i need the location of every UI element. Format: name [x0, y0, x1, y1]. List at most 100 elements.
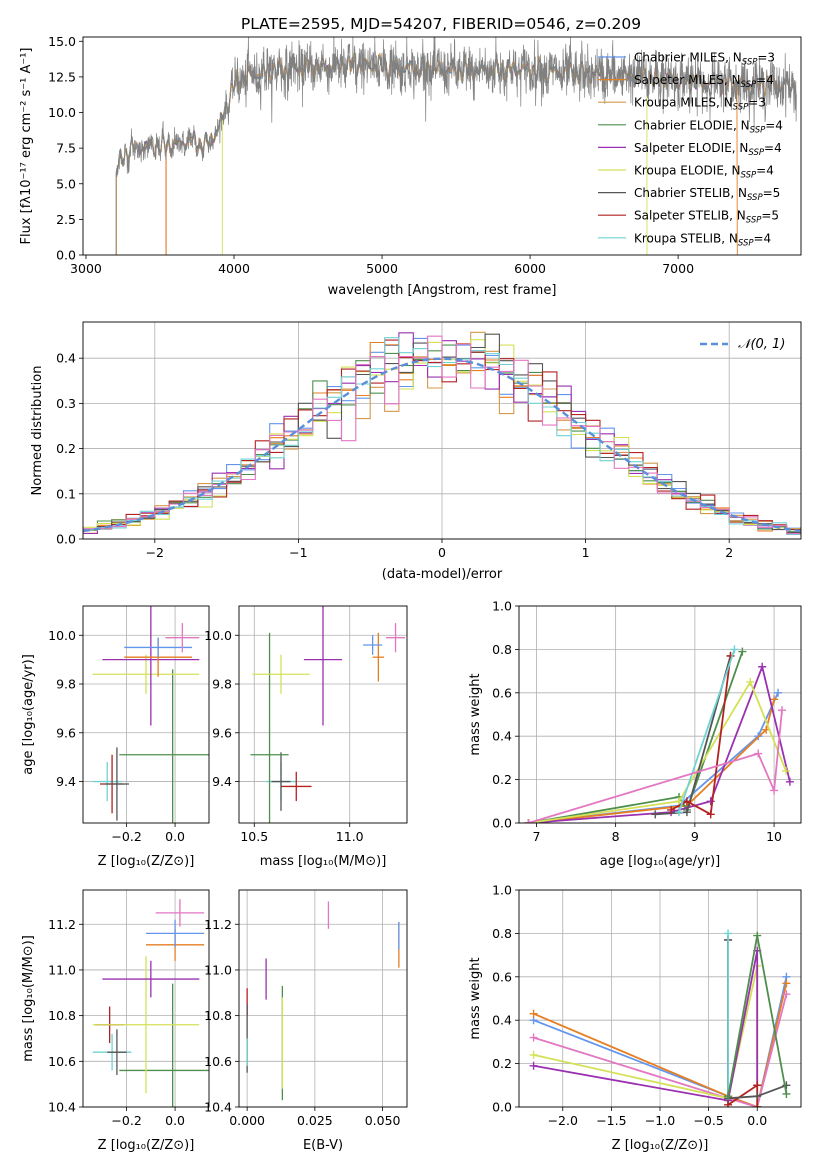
age_vs_Z-ytick-label: 10.0	[48, 628, 76, 643]
weight-marker	[667, 805, 676, 814]
weight-marker	[651, 810, 660, 819]
mass_weight_vs_Z-xtick-label: 0.0	[747, 1113, 767, 1128]
mass_weight_vs_Z-ytick-label: 0.8	[492, 926, 512, 941]
weight-marker	[770, 786, 779, 795]
weight-marker	[738, 647, 747, 656]
mass_weight_vs_Z-lines	[529, 929, 791, 1107]
spectrum-ytick-label: 7.5	[56, 141, 76, 156]
residuals-xtick-label: −2	[146, 545, 164, 560]
age_vs_Z-ytick-label: 9.4	[56, 774, 76, 789]
weight-marker	[781, 766, 790, 775]
weight-marker	[524, 819, 533, 823]
age_vs_mass-ytick-label: 10.0	[204, 628, 232, 643]
mass_weight_vs_age-ylabel: mass weight	[468, 673, 483, 755]
mass_weight_vs_age-lines	[524, 645, 794, 823]
spectrum-data	[115, 37, 797, 178]
mass_weight_vs_Z-ylabel: mass weight	[468, 957, 483, 1039]
mass_weight_vs_Z-frame	[518, 889, 802, 1108]
mass_vs_ebv-ytick-label: 11.0	[204, 962, 232, 977]
mass_weight_vs_age-xtick-label: 8	[612, 829, 620, 844]
weight-marker	[782, 979, 791, 988]
residuals-xtick-label: 0	[438, 545, 446, 560]
weight-line	[528, 699, 775, 823]
mass_weight_vs_age-xtick-label: 9	[691, 829, 699, 844]
spectrum-ytick-label: 10.0	[48, 105, 76, 120]
mass_weight_vs_age-axes: 7 8 9 10 0.0 0.2 0.4 0.6 0.8 1.0	[492, 599, 801, 844]
residuals-ytick-label: 0.3	[56, 396, 76, 411]
spectrum-xtick-label: 7000	[662, 261, 694, 276]
weight-line	[670, 655, 732, 816]
mass_weight_vs_Z-xtick-label: −2.0	[548, 1113, 578, 1128]
spectrum-xlabel: wavelength [Angstrom, rest frame]	[328, 283, 557, 298]
spectrum-data-line	[115, 37, 797, 178]
weight-marker	[754, 749, 763, 758]
weight-line	[528, 679, 787, 823]
mass_vs_ebv-points	[246, 901, 400, 1101]
spectrum-ylabel: Flux [fλ10⁻¹⁷ erg cm⁻² s⁻¹ A⁻¹]	[19, 48, 34, 245]
mass_vs_ebv-xlabel: E(B-V)	[303, 1138, 343, 1153]
mass_vs_ebv-xtick-label: 0.050	[365, 1113, 401, 1128]
residuals-ylabel: Normed distribution	[30, 366, 45, 496]
residuals-ytick-label: 0.4	[56, 351, 76, 366]
age_vs_mass-xtick-label: 11.0	[336, 829, 364, 844]
mass_weight_vs_age-xlabel: age [log₁₀(age/yr)]	[600, 854, 721, 869]
age_vs_Z-points	[92, 606, 209, 823]
mass_vs_Z-ytick-label: 10.6	[48, 1054, 76, 1069]
mass_vs_Z-ytick-label: 10.8	[48, 1008, 76, 1023]
mass_vs_Z-xtick-label: 0.0	[165, 1113, 185, 1128]
mass_vs_Z-points	[92, 899, 209, 1107]
residuals-xtick-label: 2	[725, 545, 733, 560]
mass_vs_Z-axes: −0.2 0.0 10.4 10.6 10.8 11.0 11.2	[48, 890, 209, 1128]
weight-marker	[706, 810, 715, 819]
mass_vs_Z-xtick-label: −0.2	[111, 1113, 141, 1128]
mass_weight_vs_age-ytick-label: 0.0	[492, 816, 512, 831]
weight-line	[533, 983, 788, 1107]
mass_weight_vs_Z-xtick-label: −0.5	[693, 1113, 723, 1128]
weight-marker	[746, 677, 755, 686]
residual-histograms	[83, 331, 801, 537]
age_vs_mass-points	[250, 606, 406, 823]
mass_weight_vs_age-ytick-label: 0.4	[492, 729, 512, 744]
weight-marker	[675, 808, 684, 817]
spectrum-xtick-label: 6000	[514, 261, 546, 276]
spectrum-xtick-label: 4000	[218, 261, 250, 276]
residuals-ytick-label: 0.1	[56, 486, 76, 501]
mass_vs_Z-ytick-label: 11.0	[48, 962, 76, 977]
residuals-axes: −2 −1 0 1 2 0.0 0.1 0.2 0.3 0.4	[56, 322, 801, 560]
legend-entry: Chabrier STELIB, NSSP=5	[634, 186, 780, 203]
spectrum-legend: Chabrier MILES, NSSP=3 Salpeter MILES, NS…	[598, 51, 783, 248]
mass_weight_vs_age-ytick-label: 0.8	[492, 642, 512, 657]
age_vs_Z-ytick-label: 9.6	[56, 725, 76, 740]
residual-histogram	[83, 335, 801, 535]
age_vs_mass-ytick-label: 9.6	[212, 725, 232, 740]
mass_vs_ebv-ytick-label: 11.2	[204, 917, 232, 932]
weight-marker	[782, 1089, 791, 1098]
residuals-frame	[82, 321, 802, 540]
mass_vs_ebv-ytick-label: 10.4	[204, 1100, 232, 1115]
age_vs_mass-xlabel: mass [log₁₀(M/M⊙)]	[260, 854, 387, 869]
weight-marker	[785, 777, 794, 786]
weight-marker	[753, 1092, 762, 1101]
age_vs_Z-ylabel: age [log₁₀(age/yr)]	[21, 654, 36, 775]
mass_weight_vs_age-ytick-label: 1.0	[492, 599, 512, 614]
weight-marker	[724, 1092, 733, 1101]
weight-marker	[529, 1009, 538, 1018]
mass_weight_vs_Z-xtick-label: −1.5	[596, 1113, 626, 1128]
weight-line	[533, 950, 759, 1102]
age_vs_Z-xtick-label: 0.0	[165, 829, 185, 844]
weight-marker	[675, 797, 684, 806]
mass_vs_ebv-xtick-label: 0.025	[297, 1113, 333, 1128]
weight-line	[678, 649, 736, 813]
weight-marker	[774, 688, 783, 697]
weight-marker	[706, 797, 715, 806]
spectrum-ytick-label: 2.5	[56, 212, 76, 227]
mass_weight_vs_age-ytick-label: 0.2	[492, 772, 512, 787]
legend-entry: Salpeter MILES, NSSP=4	[634, 73, 774, 90]
mass_vs_Z-xlabel: Z [log₁₀(Z/Z⊙)]	[98, 1138, 195, 1153]
age_vs_Z-ytick-label: 9.8	[56, 677, 76, 692]
normal-curve	[83, 357, 801, 533]
mass_vs_Z-ytick-label: 10.4	[48, 1100, 76, 1115]
mass_weight_vs_age-xtick-label: 10	[766, 829, 782, 844]
mass_weight_vs_age-frame	[518, 605, 802, 824]
